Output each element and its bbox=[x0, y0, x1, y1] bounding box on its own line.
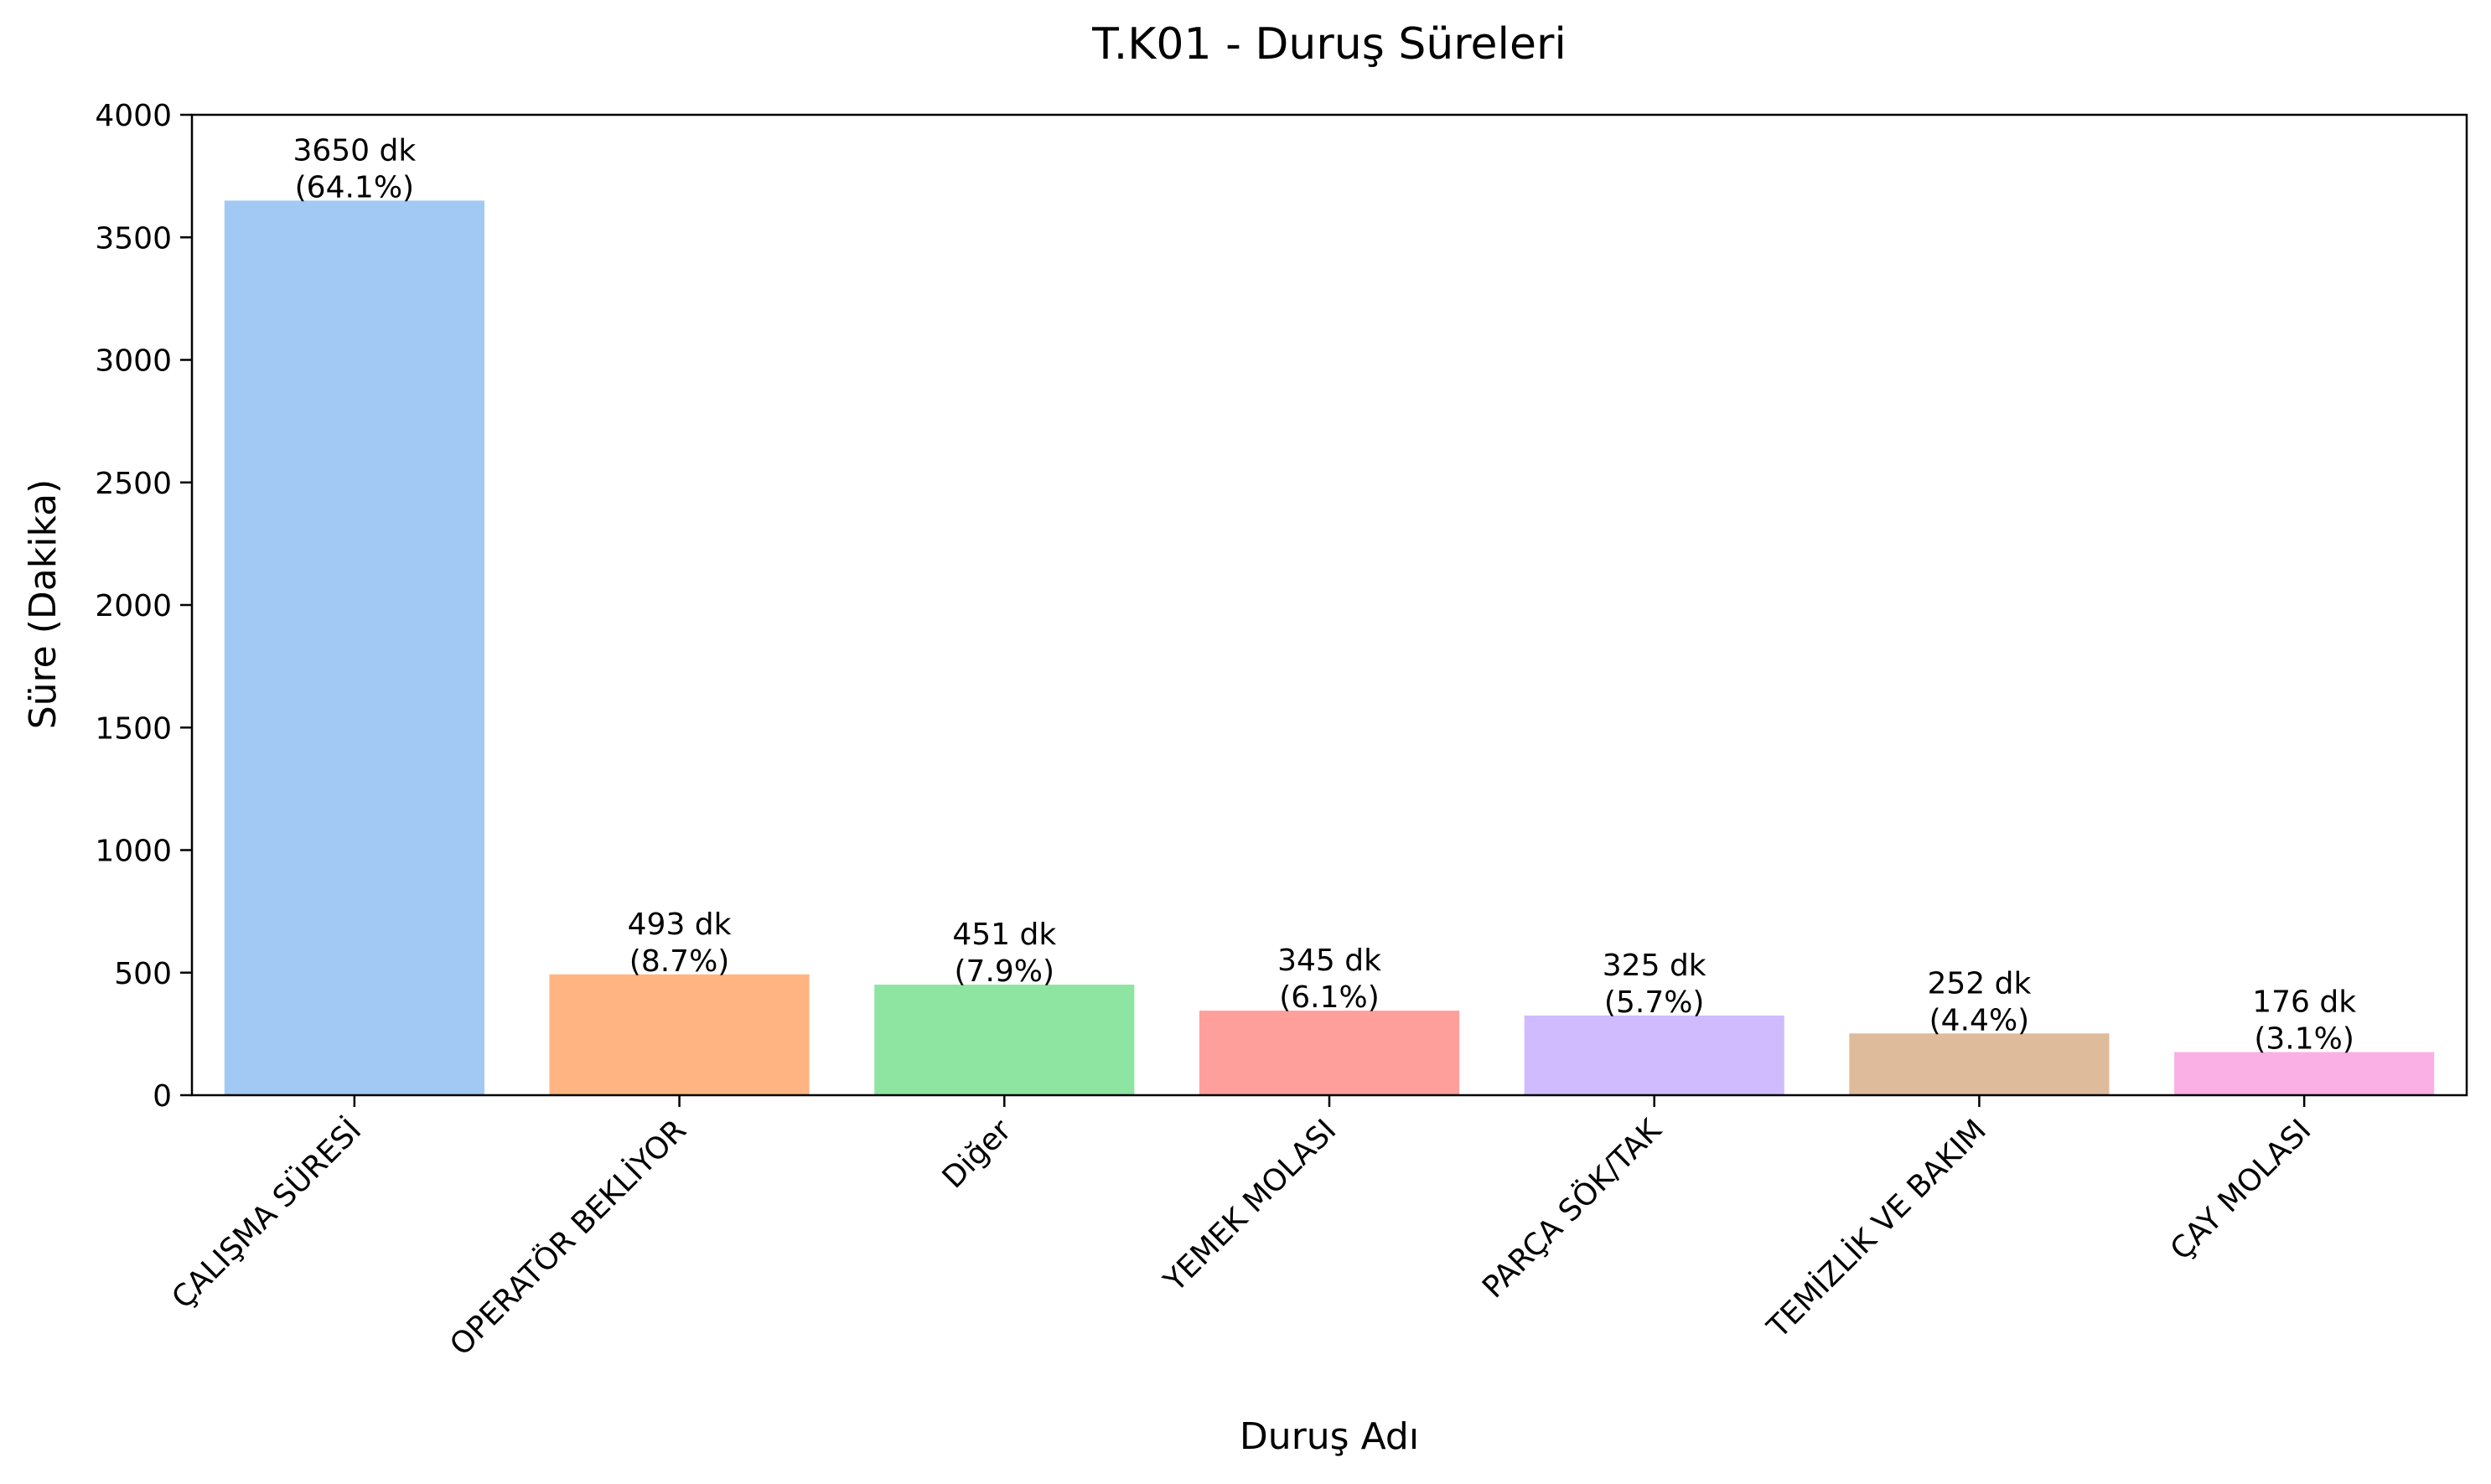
bar-value-label: 252 dk bbox=[1927, 966, 2031, 1001]
bar-percent-label: (5.7%) bbox=[1604, 985, 1705, 1020]
y-tick-label: 4000 bbox=[95, 99, 172, 133]
bar bbox=[1524, 1015, 1784, 1095]
x-tick-label: YEMEK MOLASI bbox=[1157, 1113, 1343, 1299]
bar bbox=[549, 974, 810, 1095]
bar bbox=[874, 985, 1135, 1095]
x-axis-title: Duruş Adı bbox=[1240, 1415, 1419, 1458]
y-axis-title: Süre (Dakika) bbox=[22, 479, 65, 730]
y-tick-label: 2000 bbox=[95, 589, 172, 623]
y-tick-label: 3500 bbox=[95, 221, 172, 256]
bar-percent-label: (7.9%) bbox=[955, 954, 1055, 989]
y-tick-label: 1000 bbox=[95, 835, 172, 869]
data-labels-layer: 3650 dk(64.1%) 493 dk(8.7%) 451 dk(7.9%) 34… bbox=[293, 133, 2356, 1056]
x-tick-label: ÇALIŞMA SÜRESİ bbox=[165, 1113, 368, 1316]
x-tick-label: Diğer bbox=[936, 1113, 1018, 1195]
bar-value-label: 493 dk bbox=[628, 907, 732, 942]
bar bbox=[224, 200, 484, 1095]
chart-title: T.K01 - Duruş Süreleri bbox=[1091, 19, 1567, 70]
y-tick-label: 3000 bbox=[95, 344, 172, 379]
y-tick-label: 0 bbox=[153, 1079, 172, 1114]
bar-percent-label: (3.1%) bbox=[2254, 1022, 2354, 1057]
y-tick-label: 2500 bbox=[95, 467, 172, 501]
bar bbox=[1199, 1011, 1460, 1095]
bar-value-label: 451 dk bbox=[952, 918, 1056, 952]
bar-percent-label: (4.4%) bbox=[1929, 1003, 2030, 1037]
bar-percent-label: (64.1%) bbox=[295, 170, 414, 204]
plot-frame bbox=[190, 113, 2468, 1097]
bar-value-label: 345 dk bbox=[1277, 944, 1381, 978]
bar-value-label: 3650 dk bbox=[293, 133, 416, 168]
y-tick-label: 500 bbox=[114, 957, 172, 991]
bar bbox=[2174, 1052, 2435, 1095]
bars-layer bbox=[224, 200, 2435, 1095]
bar bbox=[1849, 1033, 2110, 1095]
x-tick-label: TEMİZLİK VE BAKIM bbox=[1760, 1113, 1993, 1346]
bar-value-label: 325 dk bbox=[1603, 949, 1706, 983]
x-tick-label: OPERATÖR BEKLİYOR bbox=[443, 1113, 692, 1362]
y-tick-label: 1500 bbox=[95, 711, 172, 746]
bar-percent-label: (6.1%) bbox=[1279, 980, 1380, 1015]
x-tick-label: PARÇA SÖK/TAK bbox=[1475, 1112, 1669, 1306]
bar-value-label: 176 dk bbox=[2252, 985, 2356, 1020]
x-tick-label: ÇAY MOLASI bbox=[2164, 1113, 2318, 1267]
bar-percent-label: (8.7%) bbox=[629, 944, 730, 979]
